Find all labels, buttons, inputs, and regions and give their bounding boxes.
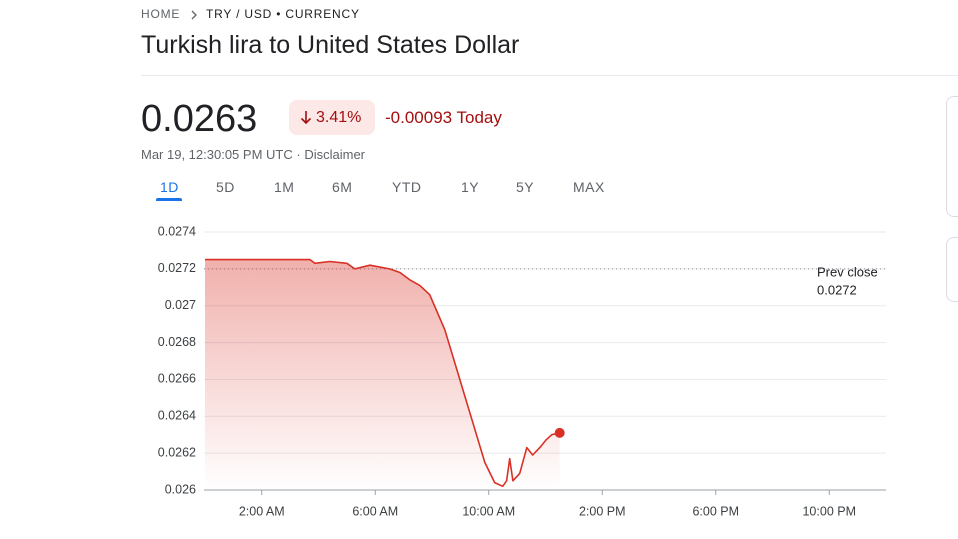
- range-tab[interactable]: 1Y: [461, 179, 480, 195]
- x-tick-label: 6:00 AM: [352, 504, 398, 518]
- prev-close-value: 0.0272: [817, 282, 857, 297]
- page-title: Turkish lira to United States Dollar: [141, 31, 520, 59]
- range-tab[interactable]: 6M: [332, 179, 353, 195]
- y-tick-label: 0.0274: [158, 224, 196, 238]
- y-tick-label: 0.0262: [158, 445, 196, 459]
- x-tick-label: 6:00 PM: [692, 504, 739, 518]
- down-arrow: [300, 111, 312, 125]
- divider: [141, 75, 958, 76]
- y-tick-label: 0.027: [165, 298, 196, 312]
- last-point: [554, 427, 565, 438]
- x-tick-label: 2:00 PM: [579, 504, 626, 518]
- x-tick-label: 10:00 AM: [462, 504, 515, 518]
- change-today: -0.00093 Today: [385, 108, 502, 127]
- y-tick-label: 0.0266: [158, 372, 196, 386]
- side-card: [946, 96, 958, 217]
- change-percent: 3.41%: [316, 109, 362, 126]
- range-tab[interactable]: 1D: [160, 179, 179, 195]
- price-line: [205, 258, 560, 488]
- breadcrumb-pair: TRY / USD • CURRENCY: [206, 7, 360, 21]
- range-tab[interactable]: YTD: [392, 179, 422, 195]
- area: [205, 259, 560, 490]
- y-tick-label: 0.0268: [158, 335, 196, 349]
- change-badge: 3.41%: [289, 100, 375, 135]
- x-tick-label: 10:00 PM: [802, 504, 856, 518]
- range-tab[interactable]: 5Y: [516, 179, 535, 195]
- y-tick-label: 0.0272: [158, 261, 196, 275]
- separator: ·: [296, 147, 301, 162]
- range-tab[interactable]: 5D: [216, 179, 235, 195]
- side-card: [946, 237, 958, 302]
- timestamp-row: Mar 19, 12:30:05 PM UTC · Disclaimer: [141, 147, 365, 162]
- price: 0.0263: [141, 98, 258, 140]
- range-tab[interactable]: 1M: [274, 179, 295, 195]
- timestamp: Mar 19, 12:30:05 PM UTC: [141, 147, 293, 162]
- y-tick-label: 0.026: [165, 482, 196, 496]
- prev-close-label: Prev close: [817, 264, 878, 279]
- range-tab[interactable]: MAX: [573, 179, 605, 195]
- active-tab-underline: [156, 198, 182, 201]
- y-tick-label: 0.0264: [158, 409, 196, 423]
- x-tick-label: 2:00 AM: [239, 504, 285, 518]
- disclaimer-link[interactable]: Disclaimer: [304, 147, 365, 162]
- breadcrumb-home[interactable]: HOME: [141, 7, 181, 21]
- chevron: [191, 10, 197, 20]
